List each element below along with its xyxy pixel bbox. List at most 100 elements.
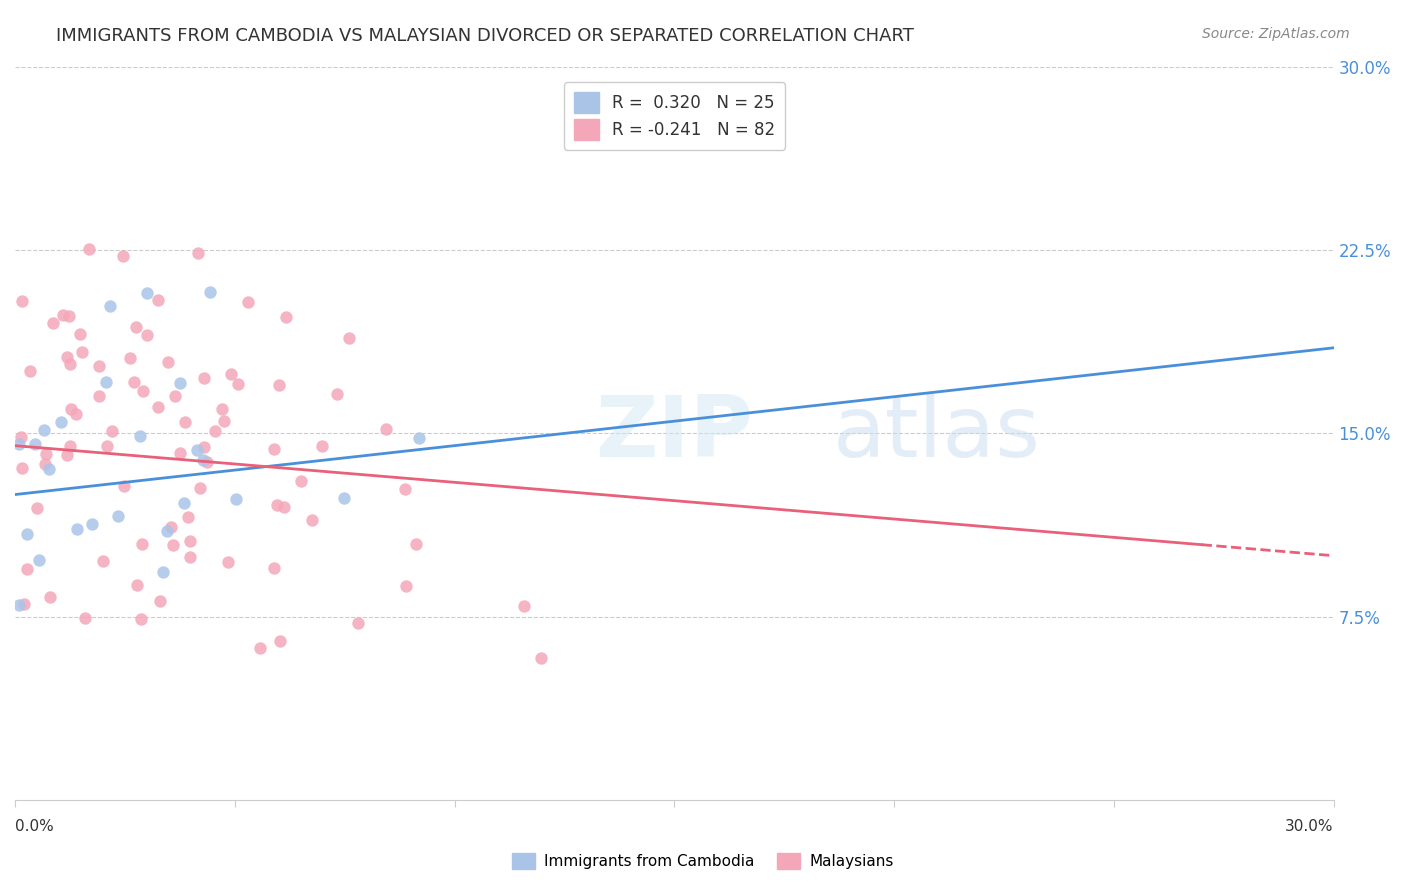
Point (98, 299, 121, 313)
Point (55, 448, 77, 462)
Point (211, 402, 233, 417)
Point (25, 501, 48, 516)
Point (266, 498, 288, 512)
Legend: Immigrants from Cambodia, Malaysians: Immigrants from Cambodia, Malaysians (506, 847, 900, 875)
Point (10, 294, 32, 309)
Point (69, 326, 91, 341)
Point (32, 423, 55, 437)
Point (13, 597, 35, 611)
Point (35, 447, 58, 461)
Point (249, 640, 271, 655)
Legend: R =  0.320   N = 25, R = -0.241   N = 82: R = 0.320 N = 25, R = -0.241 N = 82 (564, 82, 785, 150)
Point (394, 483, 416, 497)
Point (65, 407, 87, 421)
Point (290, 475, 312, 489)
Point (193, 440, 215, 454)
Point (59, 402, 82, 417)
Point (221, 367, 243, 381)
Point (311, 439, 333, 453)
Point (236, 295, 259, 310)
Point (530, 650, 553, 665)
Point (195, 454, 218, 468)
Point (204, 425, 226, 439)
Point (186, 442, 208, 457)
Point (188, 481, 211, 495)
Point (34, 457, 56, 471)
Point (193, 453, 215, 467)
Point (226, 377, 249, 392)
Point (156, 524, 179, 538)
Point (125, 319, 148, 334)
Point (337, 331, 360, 345)
Point (96, 439, 118, 453)
Point (42, 316, 65, 330)
Point (52, 308, 75, 322)
Point (212, 414, 235, 428)
Point (132, 384, 155, 398)
Text: ZIP: ZIP (595, 392, 754, 475)
Point (28, 552, 51, 566)
Point (107, 509, 129, 524)
Point (87, 359, 110, 373)
Text: atlas: atlas (832, 392, 1040, 475)
Point (394, 579, 416, 593)
Point (179, 533, 201, 548)
Point (157, 355, 180, 369)
Point (165, 389, 187, 403)
Point (333, 491, 356, 505)
Point (10, 461, 32, 475)
Point (269, 378, 291, 392)
Point (198, 285, 221, 299)
Text: Source: ZipAtlas.com: Source: ZipAtlas.com (1202, 27, 1350, 41)
Point (49, 415, 72, 429)
Point (405, 537, 427, 551)
Point (173, 496, 195, 510)
Point (79, 242, 101, 256)
Point (148, 293, 170, 307)
Text: IMMIGRANTS FROM CAMBODIA VS MALAYSIAN DIVORCED OR SEPARATED CORRELATION CHART: IMMIGRANTS FROM CAMBODIA VS MALAYSIAN DI… (56, 27, 914, 45)
Point (59, 439, 82, 453)
Point (15, 562, 38, 576)
Point (174, 415, 197, 429)
Point (131, 537, 153, 551)
Point (325, 386, 347, 401)
Point (136, 285, 159, 300)
Text: 30.0%: 30.0% (1285, 819, 1333, 833)
Point (15, 526, 38, 541)
Point (374, 422, 396, 436)
Point (112, 249, 135, 263)
Point (8, 598, 31, 612)
Point (122, 375, 145, 389)
Point (94, 375, 117, 389)
Point (225, 491, 247, 506)
Point (135, 328, 157, 343)
Point (193, 370, 215, 384)
Point (179, 549, 201, 564)
Point (10, 430, 32, 444)
Point (148, 400, 170, 414)
Point (269, 633, 291, 648)
Point (129, 429, 152, 443)
Point (177, 510, 200, 524)
Point (301, 513, 323, 527)
Point (218, 555, 240, 569)
Point (152, 565, 174, 579)
Point (120, 351, 142, 366)
Point (169, 376, 191, 391)
Point (273, 500, 295, 514)
Point (129, 612, 152, 626)
Point (149, 594, 172, 608)
Point (20, 364, 42, 378)
Point (263, 561, 285, 575)
Point (162, 538, 184, 552)
Point (91, 554, 114, 568)
Point (160, 520, 183, 534)
Point (8, 436, 31, 450)
Point (127, 578, 149, 592)
Point (59, 357, 82, 371)
Point (80, 516, 103, 531)
Point (263, 442, 285, 456)
Point (24, 437, 46, 451)
Point (512, 599, 534, 613)
Text: 0.0%: 0.0% (15, 819, 53, 833)
